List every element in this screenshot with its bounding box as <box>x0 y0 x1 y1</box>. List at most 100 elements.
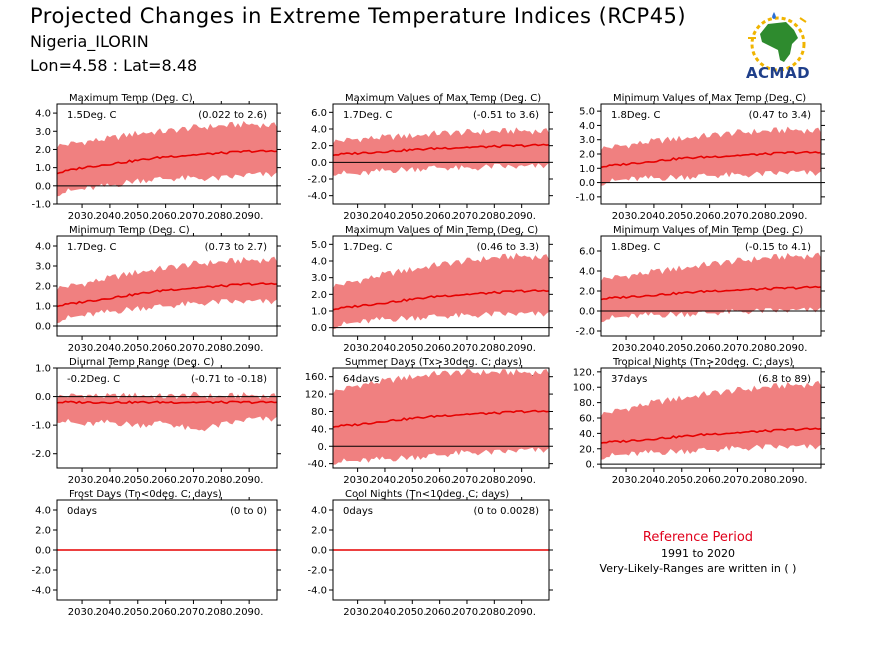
y-tick-label: 1.0 <box>35 364 51 375</box>
x-tick-label: 2050. <box>667 475 696 486</box>
y-tick-label: 3.0 <box>579 135 595 146</box>
y-tick-label: -2.0 <box>575 327 595 338</box>
chart-title: Summer Days (Tx>30deg. C; days) <box>345 357 522 368</box>
x-tick-label: 2040. <box>371 475 400 486</box>
y-tick-label: 2.0 <box>35 145 51 156</box>
x-tick-label: 2070. <box>453 607 482 618</box>
y-tick-label: 20. <box>579 444 595 455</box>
reference-period-title: Reference Period <box>642 530 754 545</box>
likely-range-band <box>333 252 549 330</box>
x-tick-label: 2070. <box>179 343 208 354</box>
y-tick-label: 1.0 <box>35 163 51 174</box>
x-tick-label: 2030. <box>68 211 97 222</box>
y-tick-label: 0.0 <box>311 546 327 557</box>
x-tick-label: 2050. <box>667 211 696 222</box>
x-tick-label: 2030. <box>68 475 97 486</box>
page-title: Projected Changes in Extreme Temperature… <box>30 4 687 28</box>
x-tick-label: 2040. <box>96 607 125 618</box>
y-tick-label: 160. <box>305 372 327 383</box>
chart-title: Tropical Nights (Tn>20deg. C; days) <box>612 357 793 368</box>
x-tick-label: 2080. <box>207 475 236 486</box>
y-tick-label: 0. <box>317 442 327 453</box>
x-tick-label: 2030. <box>343 607 372 618</box>
reference-period-years: 1991 to 2020 <box>660 547 736 560</box>
y-tick-label: 40. <box>579 429 595 440</box>
x-tick-label: 2050. <box>398 211 427 222</box>
y-tick-label: -4.0 <box>307 191 327 202</box>
y-tick-label: -2.0 <box>31 449 51 460</box>
likely-range-label: (-0.51 to 3.6) <box>473 110 539 121</box>
x-tick-label: 2070. <box>179 211 208 222</box>
y-tick-label: 120. <box>573 367 595 378</box>
x-tick-label: 2090. <box>235 343 264 354</box>
y-tick-label: 3.0 <box>35 262 51 273</box>
y-tick-label: 4.0 <box>311 506 327 517</box>
x-tick-label: 2050. <box>398 475 427 486</box>
chart-panel: Maximum Values of Max Temp (Deg. C) 1.7De… <box>307 93 553 222</box>
x-tick-label: 2040. <box>96 211 125 222</box>
chart-title: Maximum Values of Max Temp (Deg. C) <box>345 93 541 104</box>
y-tick-label: 120. <box>305 390 327 401</box>
x-tick-label: 2050. <box>123 607 152 618</box>
y-tick-label: 5.0 <box>579 107 595 118</box>
chart-panel: Maximum Temp (Deg. C) 1.5Deg. C (0.022 to … <box>31 93 281 222</box>
likely-range-label: (6.8 to 89) <box>758 374 811 385</box>
x-tick-label: 2070. <box>723 475 752 486</box>
ensemble-mean-line <box>332 289 550 311</box>
likely-range-band <box>601 126 821 186</box>
y-tick-label: -4.0 <box>307 586 327 597</box>
ensemble-mean-line <box>56 400 278 405</box>
chart-title: Minimum Values of Max Temp (Deg. C) <box>613 93 806 104</box>
y-tick-label: 2.0 <box>579 150 595 161</box>
ensemble-mean-line <box>600 285 822 301</box>
x-tick-label: 2090. <box>235 607 264 618</box>
plot-frame <box>56 103 278 205</box>
likely-range-label: (-0.71 to -0.18) <box>191 374 267 385</box>
y-tick-label: 4.0 <box>35 109 51 120</box>
x-tick-label: 2050. <box>123 475 152 486</box>
mean-change-label: 1.8Deg. C <box>611 242 660 253</box>
x-tick-label: 2090. <box>507 211 536 222</box>
likely-range-label: (0.47 to 3.4) <box>749 110 811 121</box>
x-tick-label: 2080. <box>751 343 780 354</box>
y-tick-label: -1.0 <box>575 192 595 203</box>
x-tick-label: 2030. <box>343 343 372 354</box>
x-tick-label: 2090. <box>779 475 808 486</box>
x-tick-label: 2050. <box>398 607 427 618</box>
chart-panel: Minimum Values of Max Temp (Deg. C) 1.8De… <box>575 93 825 222</box>
ensemble-mean-line <box>600 150 822 169</box>
x-tick-label: 2070. <box>453 475 482 486</box>
x-tick-label: 2090. <box>779 343 808 354</box>
x-tick-label: 2030. <box>343 211 372 222</box>
mean-change-label: 64days <box>343 374 379 385</box>
x-tick-label: 2090. <box>507 343 536 354</box>
x-tick-label: 2030. <box>68 607 97 618</box>
y-tick-label: -2.0 <box>31 566 51 577</box>
y-tick-label: 80. <box>311 407 327 418</box>
y-tick-label: 0.0 <box>311 158 327 169</box>
y-tick-label: 4.0 <box>579 121 595 132</box>
y-tick-label: 3.0 <box>35 127 51 138</box>
x-tick-label: 2090. <box>235 475 264 486</box>
chart-panel: Maximum Values of Min Temp (Deg. C) 1.7De… <box>311 225 553 354</box>
x-tick-label: 2090. <box>507 475 536 486</box>
x-tick-label: 2080. <box>207 343 236 354</box>
x-tick-label: 2040. <box>371 343 400 354</box>
x-tick-label: 2080. <box>480 211 509 222</box>
y-tick-label: 2.0 <box>311 290 327 301</box>
y-tick-label: 4.0 <box>311 257 327 268</box>
x-tick-label: 2030. <box>612 475 641 486</box>
y-tick-label: 0. <box>585 460 595 471</box>
chart-panel: Cool Nights (Tn<10deg. C; days) 0days (0 t… <box>307 489 553 618</box>
x-tick-label: 2090. <box>779 211 808 222</box>
likely-range-band <box>333 368 549 465</box>
y-tick-label: -4.0 <box>31 586 51 597</box>
likely-range-band <box>333 127 549 176</box>
chart-title: Frost Days (Tn<0deg. C; days) <box>69 489 222 500</box>
y-tick-label: 1.0 <box>311 307 327 318</box>
x-tick-label: 2040. <box>371 607 400 618</box>
y-tick-label: 2.0 <box>311 141 327 152</box>
y-tick-label: 40. <box>311 424 327 435</box>
x-tick-label: 2080. <box>751 211 780 222</box>
